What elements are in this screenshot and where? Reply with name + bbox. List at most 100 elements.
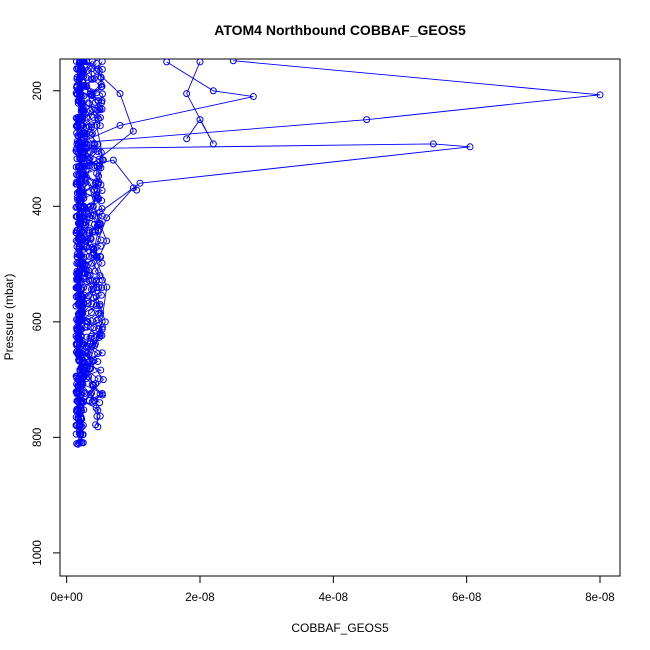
data-point: [78, 59, 82, 60]
data-point: [183, 90, 191, 98]
data-point: [97, 309, 105, 317]
data-point: [88, 259, 96, 267]
data-point: [196, 59, 204, 66]
data-point: [98, 259, 106, 267]
data-point: [85, 252, 93, 260]
data-point: [209, 140, 217, 148]
data-point: [78, 227, 86, 235]
data-point: [76, 178, 84, 186]
data-point: [209, 87, 217, 95]
data-point: [84, 162, 92, 170]
data-point: [80, 59, 88, 65]
series-line: [79, 60, 601, 144]
data-point: [81, 218, 89, 226]
data-point: [95, 178, 103, 186]
data-point: [85, 364, 93, 372]
data-point: [84, 66, 92, 74]
data-point: [87, 332, 95, 340]
data-point: [79, 106, 87, 114]
x-tick-label: 2e-08: [185, 592, 214, 604]
data-point: [89, 285, 97, 293]
data-point: [98, 323, 106, 331]
data-point: [101, 318, 109, 326]
data-point: [73, 140, 81, 148]
data-point: [97, 291, 105, 299]
data-point: [98, 65, 106, 73]
data-point: [93, 284, 101, 292]
data-point: [92, 276, 100, 284]
data-point: [79, 309, 87, 317]
data-point: [80, 373, 88, 381]
data-point: [86, 272, 94, 280]
data-point: [72, 213, 80, 221]
data-point: [83, 323, 91, 331]
x-axis: 0e+00 2e-08 4e-08 6e-08 8e-08: [51, 575, 615, 604]
x-tick-label: 0e+00: [51, 592, 83, 604]
data-point: [94, 350, 102, 358]
y-axis: 200 400 600 800 1000: [32, 81, 61, 566]
data-point: [93, 412, 101, 420]
data-point: [83, 140, 91, 148]
data-point: [249, 93, 257, 101]
data-point: [83, 130, 91, 138]
data-point: [88, 244, 96, 252]
data-point: [363, 116, 371, 124]
plot-frame: [59, 58, 621, 577]
data-point: [99, 376, 107, 384]
data-point: [596, 91, 604, 99]
data-point: [75, 422, 83, 430]
data-point: [91, 267, 99, 275]
data-point: [85, 351, 93, 359]
data-point: [77, 414, 85, 422]
data-point: [89, 381, 97, 389]
data-point: [72, 430, 80, 438]
data-point: [79, 188, 87, 196]
data-point: [85, 203, 93, 211]
data-point: [80, 300, 88, 308]
data-point: [81, 270, 89, 278]
data-point: [80, 253, 88, 261]
data-point: [75, 439, 83, 447]
data-point: [80, 291, 88, 299]
data-point: [85, 276, 93, 284]
data-point: [83, 333, 91, 341]
data-point: [98, 205, 106, 213]
data-point: [91, 179, 99, 187]
data-point: [85, 123, 93, 131]
x-axis-label: COBBAF_GEOS5: [291, 621, 389, 635]
data-point: [94, 140, 102, 148]
x-tick-label: 8e-08: [585, 592, 614, 604]
data-point: [116, 121, 124, 129]
data-point: [72, 340, 80, 348]
y-tick-label: 600: [32, 312, 44, 331]
data-point: [79, 148, 87, 156]
data-point: [87, 309, 95, 317]
data-point: [87, 131, 95, 139]
data-point: [78, 380, 86, 388]
data-point: [103, 283, 111, 291]
series-line: [79, 61, 254, 144]
data-point: [97, 148, 105, 156]
data-point: [88, 389, 96, 397]
data-point: [81, 269, 89, 277]
data-point: [89, 113, 97, 121]
data-point: [90, 323, 98, 331]
data-point: [81, 237, 89, 245]
data-point: [74, 316, 82, 324]
data-point: [466, 143, 474, 151]
data-point: [79, 113, 87, 121]
data-point: [95, 194, 103, 202]
data-point: [90, 220, 98, 228]
data-point: [76, 276, 84, 284]
data-point: [79, 430, 87, 438]
data-point: [129, 127, 137, 135]
data-point: [116, 90, 124, 98]
data-point: [77, 213, 85, 221]
data-point: [103, 214, 111, 222]
data-point: [73, 83, 81, 91]
data-point: [109, 156, 117, 164]
x-tick-label: 4e-08: [319, 592, 348, 604]
data-point: [98, 391, 106, 399]
data-point: [78, 171, 86, 179]
x-tick-label: 6e-08: [452, 592, 481, 604]
